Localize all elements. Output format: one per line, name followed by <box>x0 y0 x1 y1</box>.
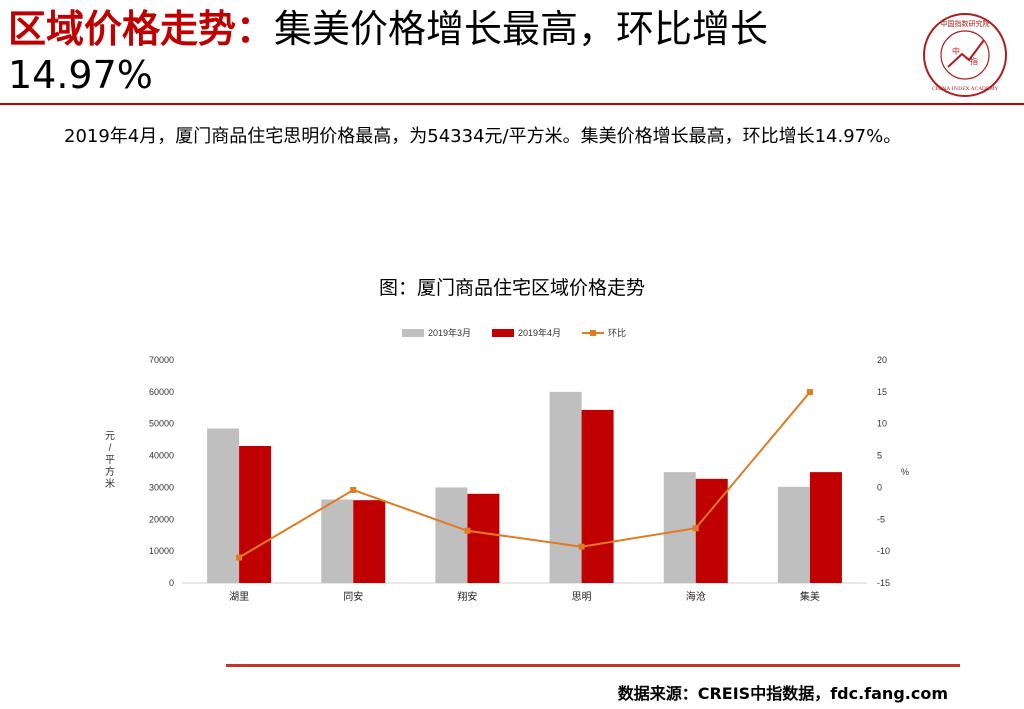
page-title: 区域价格走势：集美价格增长最高，环比增长14.97% <box>8 6 908 98</box>
bar-april <box>581 409 614 583</box>
y2-tick-label: 20 <box>877 355 887 365</box>
y-tick-label: 20000 <box>149 514 174 524</box>
y-tick-label: 50000 <box>149 419 174 429</box>
y-axis-label-char: 平 <box>105 455 115 466</box>
logo-center-text-2: 指 <box>970 56 978 66</box>
bar-april <box>239 446 272 583</box>
bar-april <box>809 472 842 583</box>
china-index-academy-logo: 中国指数研究院 中 指 CHINA INDEX ACADEMY <box>923 13 1007 97</box>
mom-change-point <box>578 543 585 550</box>
y-tick-label: 40000 <box>149 451 174 461</box>
x-tick-label: 湖里 <box>229 591 249 603</box>
summary-paragraph: 2019年4月，厦门商品住宅思明价格最高，为54334元/平方米。集美价格增长最… <box>64 126 902 147</box>
bar-march <box>549 391 582 583</box>
x-tick-label: 同安 <box>343 590 363 603</box>
y2-tick-label: 5 <box>877 451 882 461</box>
y-tick-label: 30000 <box>149 482 174 492</box>
logo-center-text-1: 中 <box>952 46 960 56</box>
mom-change-point <box>236 554 243 561</box>
legend-swatch <box>402 329 424 337</box>
title-separator: ： <box>236 7 275 51</box>
bar-march <box>321 499 354 583</box>
source-divider <box>226 664 960 667</box>
bar-march <box>207 428 240 583</box>
y2-axis-label: % <box>901 467 909 477</box>
x-tick-label: 翔安 <box>457 590 477 603</box>
bar-march <box>663 472 696 583</box>
y-axis-label-char: / <box>109 443 112 454</box>
mom-change-point <box>464 527 471 534</box>
y-tick-label: 60000 <box>149 387 174 397</box>
y-tick-label: 10000 <box>149 546 174 556</box>
mom-change-point <box>350 486 357 493</box>
bar-april <box>467 493 500 583</box>
mom-change-point <box>806 389 813 396</box>
legend-label: 2019年3月 <box>428 327 471 338</box>
x-tick-label: 海沧 <box>686 590 706 603</box>
logo-top-text: 中国指数研究院 <box>941 19 990 28</box>
bar-march <box>435 487 468 583</box>
bar-april <box>353 500 386 583</box>
data-source: 数据来源：CREIS中指数据，fdc.fang.com <box>617 684 948 703</box>
mom-change-point <box>692 525 699 532</box>
chart-title: 图：厦门商品住宅区域价格走势 <box>378 277 645 299</box>
x-tick-label: 集美 <box>800 590 820 603</box>
y2-tick-label: 10 <box>877 419 887 429</box>
price-trend-chart: 0 10000 20000 30000 40000 50000 60000 70000 -15 -… <box>105 327 909 603</box>
legend-marker <box>590 330 596 336</box>
y-tick-label: 70000 <box>149 355 174 365</box>
mom-change-line <box>238 391 811 559</box>
y2-tick-label: 15 <box>877 387 887 397</box>
y-axis-label-char: 米 <box>105 477 115 490</box>
y-axis-label-char: 方 <box>105 465 115 478</box>
title-rest: 集美价格增长最高，环比增长14.97% <box>8 7 769 97</box>
bar-march <box>777 486 810 583</box>
y2-tick-label: -5 <box>877 514 885 524</box>
y2-tick-label: 0 <box>877 482 882 492</box>
y2-tick-label: -10 <box>877 546 890 556</box>
title-highlight: 区域价格走势 <box>8 7 237 51</box>
legend-label: 环比 <box>608 327 626 338</box>
y-axis-label-char: 元 <box>105 431 115 442</box>
y2-tick-label: -15 <box>877 578 890 588</box>
legend-label: 2019年4月 <box>518 327 561 338</box>
x-tick-label: 思明 <box>572 591 592 603</box>
header-divider <box>0 103 1024 105</box>
y-tick-label: 0 <box>169 578 174 588</box>
logo-bottom-text: CHINA INDEX ACADEMY <box>932 86 999 92</box>
legend-swatch <box>492 329 514 337</box>
